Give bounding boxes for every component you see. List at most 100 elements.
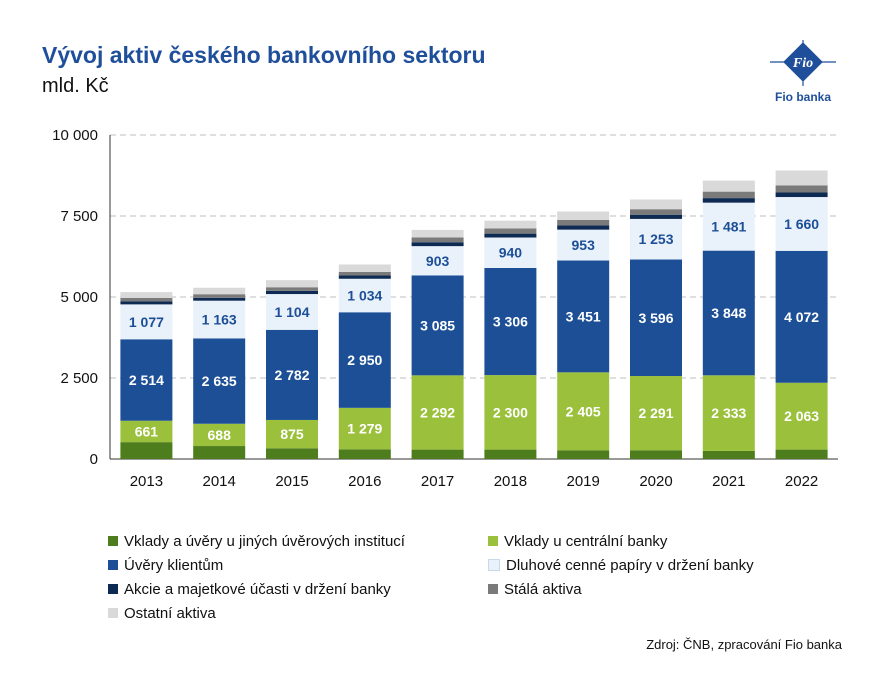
bar-segment-akcie (411, 242, 464, 247)
bar-segment-vklady_institucie (557, 450, 610, 459)
bar-segment-vklady_cnb (411, 375, 464, 450)
bar-segment-ostatni (557, 211, 610, 220)
logo-mark: Fio (792, 56, 813, 71)
x-tick-label: 2021 (712, 473, 745, 490)
legend-item: Ostatní aktiva (108, 602, 488, 624)
legend-label: Ostatní aktiva (124, 604, 216, 622)
bar-segment-vklady_cnb (266, 419, 318, 449)
bar-segment-dluhopisy (775, 197, 828, 251)
bar-segment-vklady_institucie (411, 449, 464, 459)
logo-label: Fio banka (774, 90, 831, 104)
bar-segment-akcie (630, 214, 682, 219)
fio-logo-icon: Fio (770, 40, 836, 86)
bar-segment-vklady_cnb (193, 423, 246, 447)
data-label: 2 405 (566, 403, 601, 419)
x-tick-label: 2015 (275, 473, 308, 490)
y-tick-label: 10 000 (52, 127, 98, 144)
data-label: 688 (208, 427, 232, 443)
legend-item: Stálá aktiva (488, 578, 828, 600)
legend-swatch (108, 536, 118, 546)
bar-segment-stala (702, 191, 755, 199)
bar-segment-stala (484, 228, 537, 234)
bar-segment-vklady_cnb (484, 375, 537, 450)
bar-segment-uvery (120, 339, 173, 421)
legend-swatch (108, 560, 118, 570)
bar-segment-dluhopisy (193, 300, 246, 339)
bar-segment-ostatni (484, 220, 537, 229)
data-label: 953 (572, 237, 596, 253)
bar-segment-vklady_cnb (775, 382, 828, 450)
data-label: 1 163 (202, 312, 237, 328)
data-label: 2 063 (784, 408, 819, 424)
bar-segment-ostatni (338, 264, 391, 272)
y-tick-label: 7 500 (60, 208, 98, 225)
bar-segment-uvery (266, 329, 318, 420)
data-label: 3 085 (420, 317, 455, 333)
bar-segment-dluhopisy (411, 246, 464, 276)
data-label: 2 782 (274, 367, 309, 383)
bar-segment-akcie (266, 290, 318, 295)
x-tick-label: 2014 (203, 473, 236, 490)
legend-item: Dluhové cenné papíry v držení banky (488, 554, 828, 576)
bar-segment-akcie (702, 198, 755, 203)
chart-legend: Vklady a úvěry u jiných úvěrových instit… (108, 530, 828, 624)
legend-label: Vklady u centrální banky (504, 532, 668, 550)
bar-segment-vklady_institucie (484, 449, 537, 459)
chart-title: Vývoj aktiv českého bankovního sektoru (42, 42, 486, 68)
legend-label: Dluhové cenné papíry v držení banky (506, 556, 754, 574)
bar-segment-dluhopisy (557, 229, 610, 261)
bar-segment-vklady_institucie (775, 449, 828, 459)
bar-segment-dluhopisy (266, 294, 318, 330)
bar-segment-vklady_institucie (193, 446, 246, 459)
bar-segment-akcie (120, 301, 173, 305)
fio-banka-logo: Fio Fio banka (770, 40, 860, 110)
legend-item: Úvěry klientům (108, 554, 488, 576)
bar-segment-dluhopisy (630, 218, 682, 260)
bar-segment-akcie (484, 233, 537, 238)
data-label: 1 660 (784, 216, 819, 232)
bar-segment-stala (193, 294, 246, 298)
bar-segment-stala (557, 219, 610, 226)
bar-segment-uvery (775, 250, 828, 383)
bar-segment-dluhopisy (702, 202, 755, 251)
legend-item: Vklady u centrální banky (488, 530, 828, 552)
bar-segment-ostatni (775, 170, 828, 186)
legend-swatch (108, 584, 118, 594)
bar-segment-vklady_cnb (557, 372, 610, 451)
data-label: 1 481 (711, 219, 746, 235)
bar-segment-uvery (702, 250, 755, 376)
bar-segment-uvery (338, 312, 391, 408)
data-label: 1 077 (129, 314, 164, 330)
data-label: 2 291 (638, 405, 673, 421)
bar-segment-ostatni (120, 292, 173, 298)
source-note: Zdroj: ČNB, zpracování Fio banka (646, 637, 842, 652)
bar-segment-vklady_cnb (630, 376, 682, 451)
data-label: 2 300 (493, 404, 528, 420)
bar-segment-stala (338, 271, 391, 276)
bar-segment-vklady_institucie (338, 449, 391, 459)
legend-swatch (108, 608, 118, 618)
data-label: 2 635 (202, 373, 237, 389)
legend-label: Akcie a majetkové účasti v držení banky (124, 580, 391, 598)
data-label: 661 (135, 423, 159, 439)
bar-segment-vklady_institucie (702, 450, 755, 459)
bar-segment-uvery (411, 275, 464, 376)
chart-subtitle: mld. Kč (42, 75, 109, 97)
legend-item: Vklady a úvěry u jiných úvěrových instit… (108, 530, 488, 552)
bar-segment-vklady_cnb (338, 407, 391, 450)
bar-segment-dluhopisy (484, 237, 537, 268)
data-label: 1 034 (347, 288, 382, 304)
bar-segment-stala (411, 237, 464, 243)
y-tick-label: 2 500 (60, 370, 98, 387)
legend-label: Vklady a úvěry u jiných úvěrových instit… (124, 532, 405, 550)
bar-segment-dluhopisy (120, 304, 173, 340)
bar-segment-stala (630, 209, 682, 215)
bar-segment-akcie (338, 275, 391, 279)
bar-segment-ostatni (411, 229, 464, 238)
bar-segment-stala (120, 297, 173, 302)
legend-label: Úvěry klientům (124, 556, 224, 574)
data-label: 2 292 (420, 404, 455, 420)
x-tick-label: 2022 (785, 473, 818, 490)
legend-item: Akcie a majetkové účasti v držení banky (108, 578, 488, 600)
bar-segment-akcie (775, 192, 828, 198)
